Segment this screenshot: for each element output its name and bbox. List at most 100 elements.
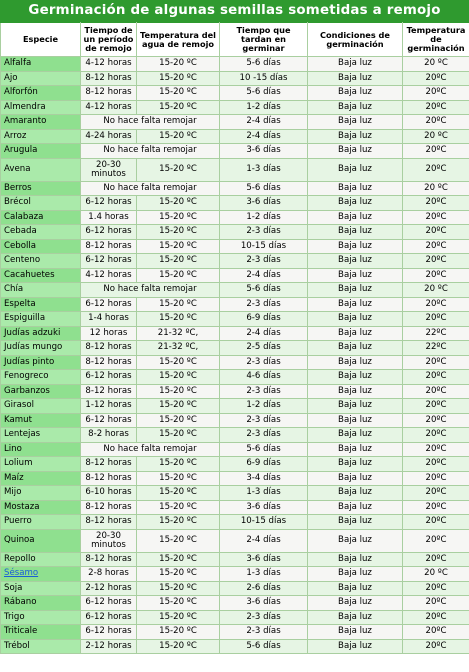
species-cell: Espiguilla (0, 311, 81, 327)
germination-time-cell: 2-4 días (219, 528, 308, 553)
germination-time-cell: 2-4 días (219, 114, 308, 130)
germination-time-cell: 2-3 días (219, 383, 308, 399)
conditions-cell: Baja luz (307, 441, 403, 457)
germination-temp-cell: 20 ºC (402, 282, 469, 298)
conditions-cell: Baja luz (307, 180, 403, 196)
germination-temp-cell: 20ºC (402, 70, 469, 86)
soak-time-cell: 8-12 horas (80, 238, 137, 254)
table-row: Ajo 8-12 horas 15-20 ºC 10 -15 días Baja luz… (0, 70, 469, 86)
table-row: Judías pinto 8-12 horas 15-20 ºC 2-3 días Ba… (0, 354, 469, 370)
species-cell: Avena (0, 157, 81, 182)
conditions-cell: Baja luz (307, 566, 403, 582)
germination-time-cell: 10-15 días (219, 238, 308, 254)
germination-temp-cell: 20ºC (402, 99, 469, 115)
soak-time-cell: 4-12 horas (80, 267, 137, 283)
water-temp-cell: 15-20 ºC (136, 580, 220, 596)
table-row: Almendra 4-12 horas 15-20 ºC 1-2 días Baja l… (0, 99, 469, 115)
table-row: Girasol 1-12 horas 15-20 ºC 1-2 días Baja lu… (0, 398, 469, 414)
species-cell: Chía (0, 282, 81, 298)
germination-temp-cell: 20ºC (402, 624, 469, 640)
conditions-cell: Baja luz (307, 325, 403, 341)
table-row: Alfalfa 4-12 horas 15-20 ºC 5-6 días Baja lu… (0, 56, 469, 72)
species-cell: Maíz (0, 470, 81, 486)
germination-time-cell: 2-5 días (219, 340, 308, 356)
species-cell: Kamut (0, 412, 81, 428)
water-temp-cell: 15-20 ºC (136, 354, 220, 370)
germination-time-cell: 10-15 días (219, 514, 308, 530)
species-cell: Amaranto (0, 114, 81, 130)
soak-time-cell: 20-30 minutos (80, 528, 137, 553)
water-temp-cell: 15-20 ºC (136, 528, 220, 553)
germination-temp-cell: 20ºC (402, 398, 469, 414)
species-cell: Garbanzos (0, 383, 81, 399)
germination-time-cell: 2-3 días (219, 224, 308, 240)
conditions-cell: Baja luz (307, 267, 403, 283)
conditions-cell: Baja luz (307, 369, 403, 385)
germination-time-cell: 5-6 días (219, 441, 308, 457)
germination-temp-cell: 20ºC (402, 441, 469, 457)
species-cell: Arugula (0, 143, 81, 159)
table-row: Espelta 6-12 horas 15-20 ºC 2-3 días Baja lu… (0, 296, 469, 312)
germination-time-cell: 3-4 días (219, 470, 308, 486)
water-temp-cell: 15-20 ºC (136, 638, 220, 654)
table-row: Trébol 2-12 horas 15-20 ºC 5-6 días Baja luz… (0, 638, 469, 654)
germination-time-cell: 2-3 días (219, 354, 308, 370)
germination-temp-cell: 20ºC (402, 638, 469, 654)
germination-temp-cell: 20ºC (402, 238, 469, 254)
conditions-cell: Baja luz (307, 470, 403, 486)
water-temp-cell: 15-20 ºC (136, 369, 220, 385)
table-row: Alforfón 8-12 horas 15-20 ºC 5-6 días Baja l… (0, 85, 469, 101)
conditions-cell: Baja luz (307, 224, 403, 240)
conditions-cell: Baja luz (307, 99, 403, 115)
species-link[interactable]: Sésamo (4, 568, 39, 578)
germination-time-cell: 1-3 días (219, 157, 308, 182)
conditions-cell: Baja luz (307, 114, 403, 130)
conditions-cell: Baja luz (307, 456, 403, 472)
germination-temp-cell: 20ºC (402, 267, 469, 283)
germination-temp-cell: 20ºC (402, 427, 469, 443)
germination-time-cell: 2-4 días (219, 267, 308, 283)
germination-time-cell: 3-6 días (219, 595, 308, 611)
germination-temp-cell: 20ºC (402, 296, 469, 312)
soak-time-cell: 8-12 horas (80, 470, 137, 486)
table-row: Avena 20-30 minutos 15-20 ºC 1-3 días Baja l… (0, 157, 469, 182)
conditions-cell: Baja luz (307, 195, 403, 211)
soak-note-cell: No hace falta remojar (80, 143, 220, 159)
germination-temp-cell: 20ºC (402, 514, 469, 530)
table-title: Germinación de algunas semillas sometida… (0, 0, 469, 22)
conditions-cell: Baja luz (307, 85, 403, 101)
germination-temp-cell: 20ºC (402, 354, 469, 370)
germination-time-cell: 2-3 días (219, 609, 308, 625)
water-temp-cell: 15-20 ºC (136, 128, 220, 144)
water-temp-cell: 15-20 ºC (136, 624, 220, 640)
species-cell: Lolium (0, 456, 81, 472)
germination-temp-cell: 20 ºC (402, 180, 469, 196)
soak-time-cell: 8-12 horas (80, 551, 137, 567)
soak-time-cell: 2-12 horas (80, 638, 137, 654)
soak-time-cell: 8-2 horas (80, 427, 137, 443)
germination-time-cell: 4-6 días (219, 369, 308, 385)
water-temp-cell: 15-20 ºC (136, 470, 220, 486)
species-cell: Berros (0, 180, 81, 196)
species-cell: Sésamo (0, 566, 81, 582)
water-temp-cell: 21-32 ºC, (136, 340, 220, 356)
water-temp-cell: 21-32 ºC, (136, 325, 220, 341)
species-cell: Alforfón (0, 85, 81, 101)
soak-note-cell: No hace falta remojar (80, 180, 220, 196)
conditions-cell: Baja luz (307, 427, 403, 443)
table-row: Triticale 6-12 horas 15-20 ºC 2-3 días Baja … (0, 624, 469, 640)
table-row: Brécol 6-12 horas 15-20 ºC 3-6 días Baja luz… (0, 195, 469, 211)
germination-time-cell: 1-2 días (219, 398, 308, 414)
germination-temp-cell: 20ºC (402, 551, 469, 567)
species-cell: Cebolla (0, 238, 81, 254)
table-row: Maíz 8-12 horas 15-20 ºC 3-4 días Baja luz 20… (0, 470, 469, 486)
water-temp-cell: 15-20 ºC (136, 566, 220, 582)
table-row: Rábano 6-12 horas 15-20 ºC 3-6 días Baja luz… (0, 595, 469, 611)
germination-temp-cell: 20ºC (402, 209, 469, 225)
species-cell: Cacahuetes (0, 267, 81, 283)
soak-time-cell: 8-12 horas (80, 456, 137, 472)
conditions-cell: Baja luz (307, 580, 403, 596)
table-row: Puerro 8-12 horas 15-20 ºC 10-15 días Baja l… (0, 514, 469, 530)
table-row: Calabaza 1.4 horas 15-20 ºC 1-2 días Baja lu… (0, 209, 469, 225)
